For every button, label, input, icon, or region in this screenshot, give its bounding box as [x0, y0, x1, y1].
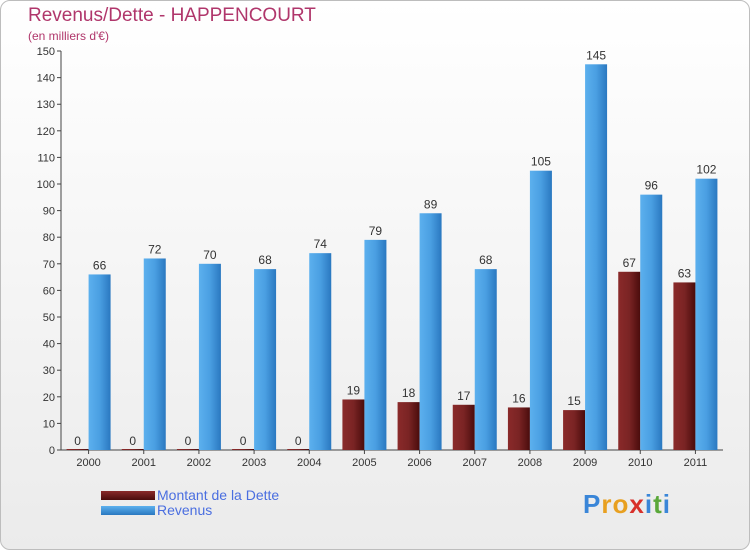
data-label-dette: 0 — [129, 434, 136, 448]
y-tick-label: 140 — [37, 73, 55, 85]
logo-letter: r — [601, 489, 613, 519]
data-label-dette: 67 — [623, 256, 637, 270]
data-label-revenus: 145 — [586, 48, 606, 62]
data-label-revenus: 68 — [258, 253, 272, 267]
data-label-dette: 17 — [457, 389, 471, 403]
bar-dette — [121, 449, 144, 450]
data-label-dette: 19 — [347, 383, 361, 397]
data-label-dette: 0 — [185, 434, 192, 448]
y-tick-label: 50 — [43, 312, 55, 324]
data-label-revenus: 102 — [696, 163, 716, 177]
bar-revenus — [88, 274, 111, 450]
x-tick-label: 2003 — [242, 457, 266, 469]
bar-revenus — [143, 258, 166, 450]
data-label-dette: 0 — [240, 434, 247, 448]
data-label-dette: 0 — [295, 434, 302, 448]
data-label-dette: 63 — [678, 266, 692, 280]
x-tick-label: 2002 — [187, 457, 211, 469]
data-label-revenus: 89 — [424, 197, 438, 211]
logo-letter: i — [662, 489, 671, 519]
data-label-revenus: 68 — [479, 253, 493, 267]
data-label-revenus: 70 — [203, 248, 217, 262]
x-tick-label: 2007 — [463, 457, 487, 469]
legend-item-dette: Montant de la Dette — [101, 487, 279, 503]
y-tick-label: 100 — [37, 179, 55, 191]
logo-letter: x — [629, 489, 645, 519]
data-label-dette: 15 — [567, 394, 581, 408]
x-tick-label: 2000 — [76, 457, 100, 469]
x-tick-label: 2010 — [628, 457, 652, 469]
chart-title: Revenus/Dette - HAPPENCOURT — [28, 5, 316, 26]
legend-item-revenus: Revenus — [101, 502, 212, 518]
data-label-revenus: 79 — [369, 224, 383, 238]
bar-dette — [342, 399, 365, 450]
data-label-dette: 16 — [512, 391, 526, 405]
bar-dette — [397, 402, 420, 450]
x-tick-label: 2006 — [407, 457, 431, 469]
logo-letter: P — [583, 489, 602, 519]
y-tick-label: 110 — [37, 152, 55, 164]
data-label-dette: 18 — [402, 386, 416, 400]
bar-revenus — [198, 263, 221, 450]
bar-revenus — [695, 178, 718, 450]
x-tick-label: 2008 — [518, 457, 542, 469]
bar-revenus — [364, 239, 387, 450]
bar-revenus — [585, 64, 608, 451]
x-tick-label: 2009 — [573, 457, 597, 469]
bar-dette — [287, 449, 310, 450]
data-label-dette: 0 — [74, 434, 81, 448]
logo-letter: t — [653, 489, 663, 519]
bar-dette — [673, 282, 696, 450]
y-tick-label: 80 — [43, 232, 55, 244]
bar-revenus — [419, 213, 442, 450]
y-tick-label: 30 — [43, 365, 55, 377]
x-tick-label: 2004 — [297, 457, 321, 469]
bar-dette — [232, 449, 255, 450]
x-tick-label: 2011 — [684, 457, 708, 469]
proxiti-logo: Proxiti — [583, 489, 671, 520]
bar-revenus — [309, 253, 332, 450]
legend-swatch-dette — [101, 490, 155, 500]
chart-subtitle: (en milliers d'€) — [28, 29, 109, 43]
x-tick-label: 2005 — [352, 457, 376, 469]
y-tick-label: 10 — [43, 418, 55, 430]
data-label-revenus: 96 — [645, 179, 659, 193]
bar-dette — [176, 449, 199, 450]
data-label-revenus: 72 — [148, 242, 162, 256]
data-label-revenus: 105 — [531, 155, 551, 169]
legend-label-dette: Montant de la Dette — [157, 487, 280, 503]
bar-dette — [618, 271, 641, 450]
y-tick-label: 130 — [37, 99, 55, 111]
y-tick-label: 60 — [43, 285, 55, 297]
y-tick-label: 120 — [37, 126, 55, 138]
data-label-revenus: 74 — [314, 237, 328, 251]
bar-dette — [66, 449, 89, 450]
bar-dette — [563, 410, 586, 450]
legend-swatch-revenus — [101, 505, 155, 515]
x-tick-label: 2001 — [132, 457, 156, 469]
bar-revenus — [529, 170, 552, 450]
bar-revenus — [640, 194, 663, 450]
bar-dette — [507, 407, 530, 450]
logo-letter: o — [612, 489, 630, 519]
y-tick-label: 20 — [43, 392, 55, 404]
legend-label-revenus: Revenus — [157, 502, 213, 518]
bar-dette — [452, 404, 475, 450]
logo-letter: i — [644, 489, 654, 519]
y-tick-label: 150 — [37, 46, 55, 58]
y-tick-label: 0 — [49, 445, 55, 457]
bar-revenus — [474, 269, 497, 450]
y-tick-label: 70 — [43, 259, 55, 271]
data-label-revenus: 66 — [93, 258, 107, 272]
bar-revenus — [254, 269, 277, 450]
y-tick-label: 40 — [43, 339, 55, 351]
y-tick-label: 90 — [43, 206, 55, 218]
